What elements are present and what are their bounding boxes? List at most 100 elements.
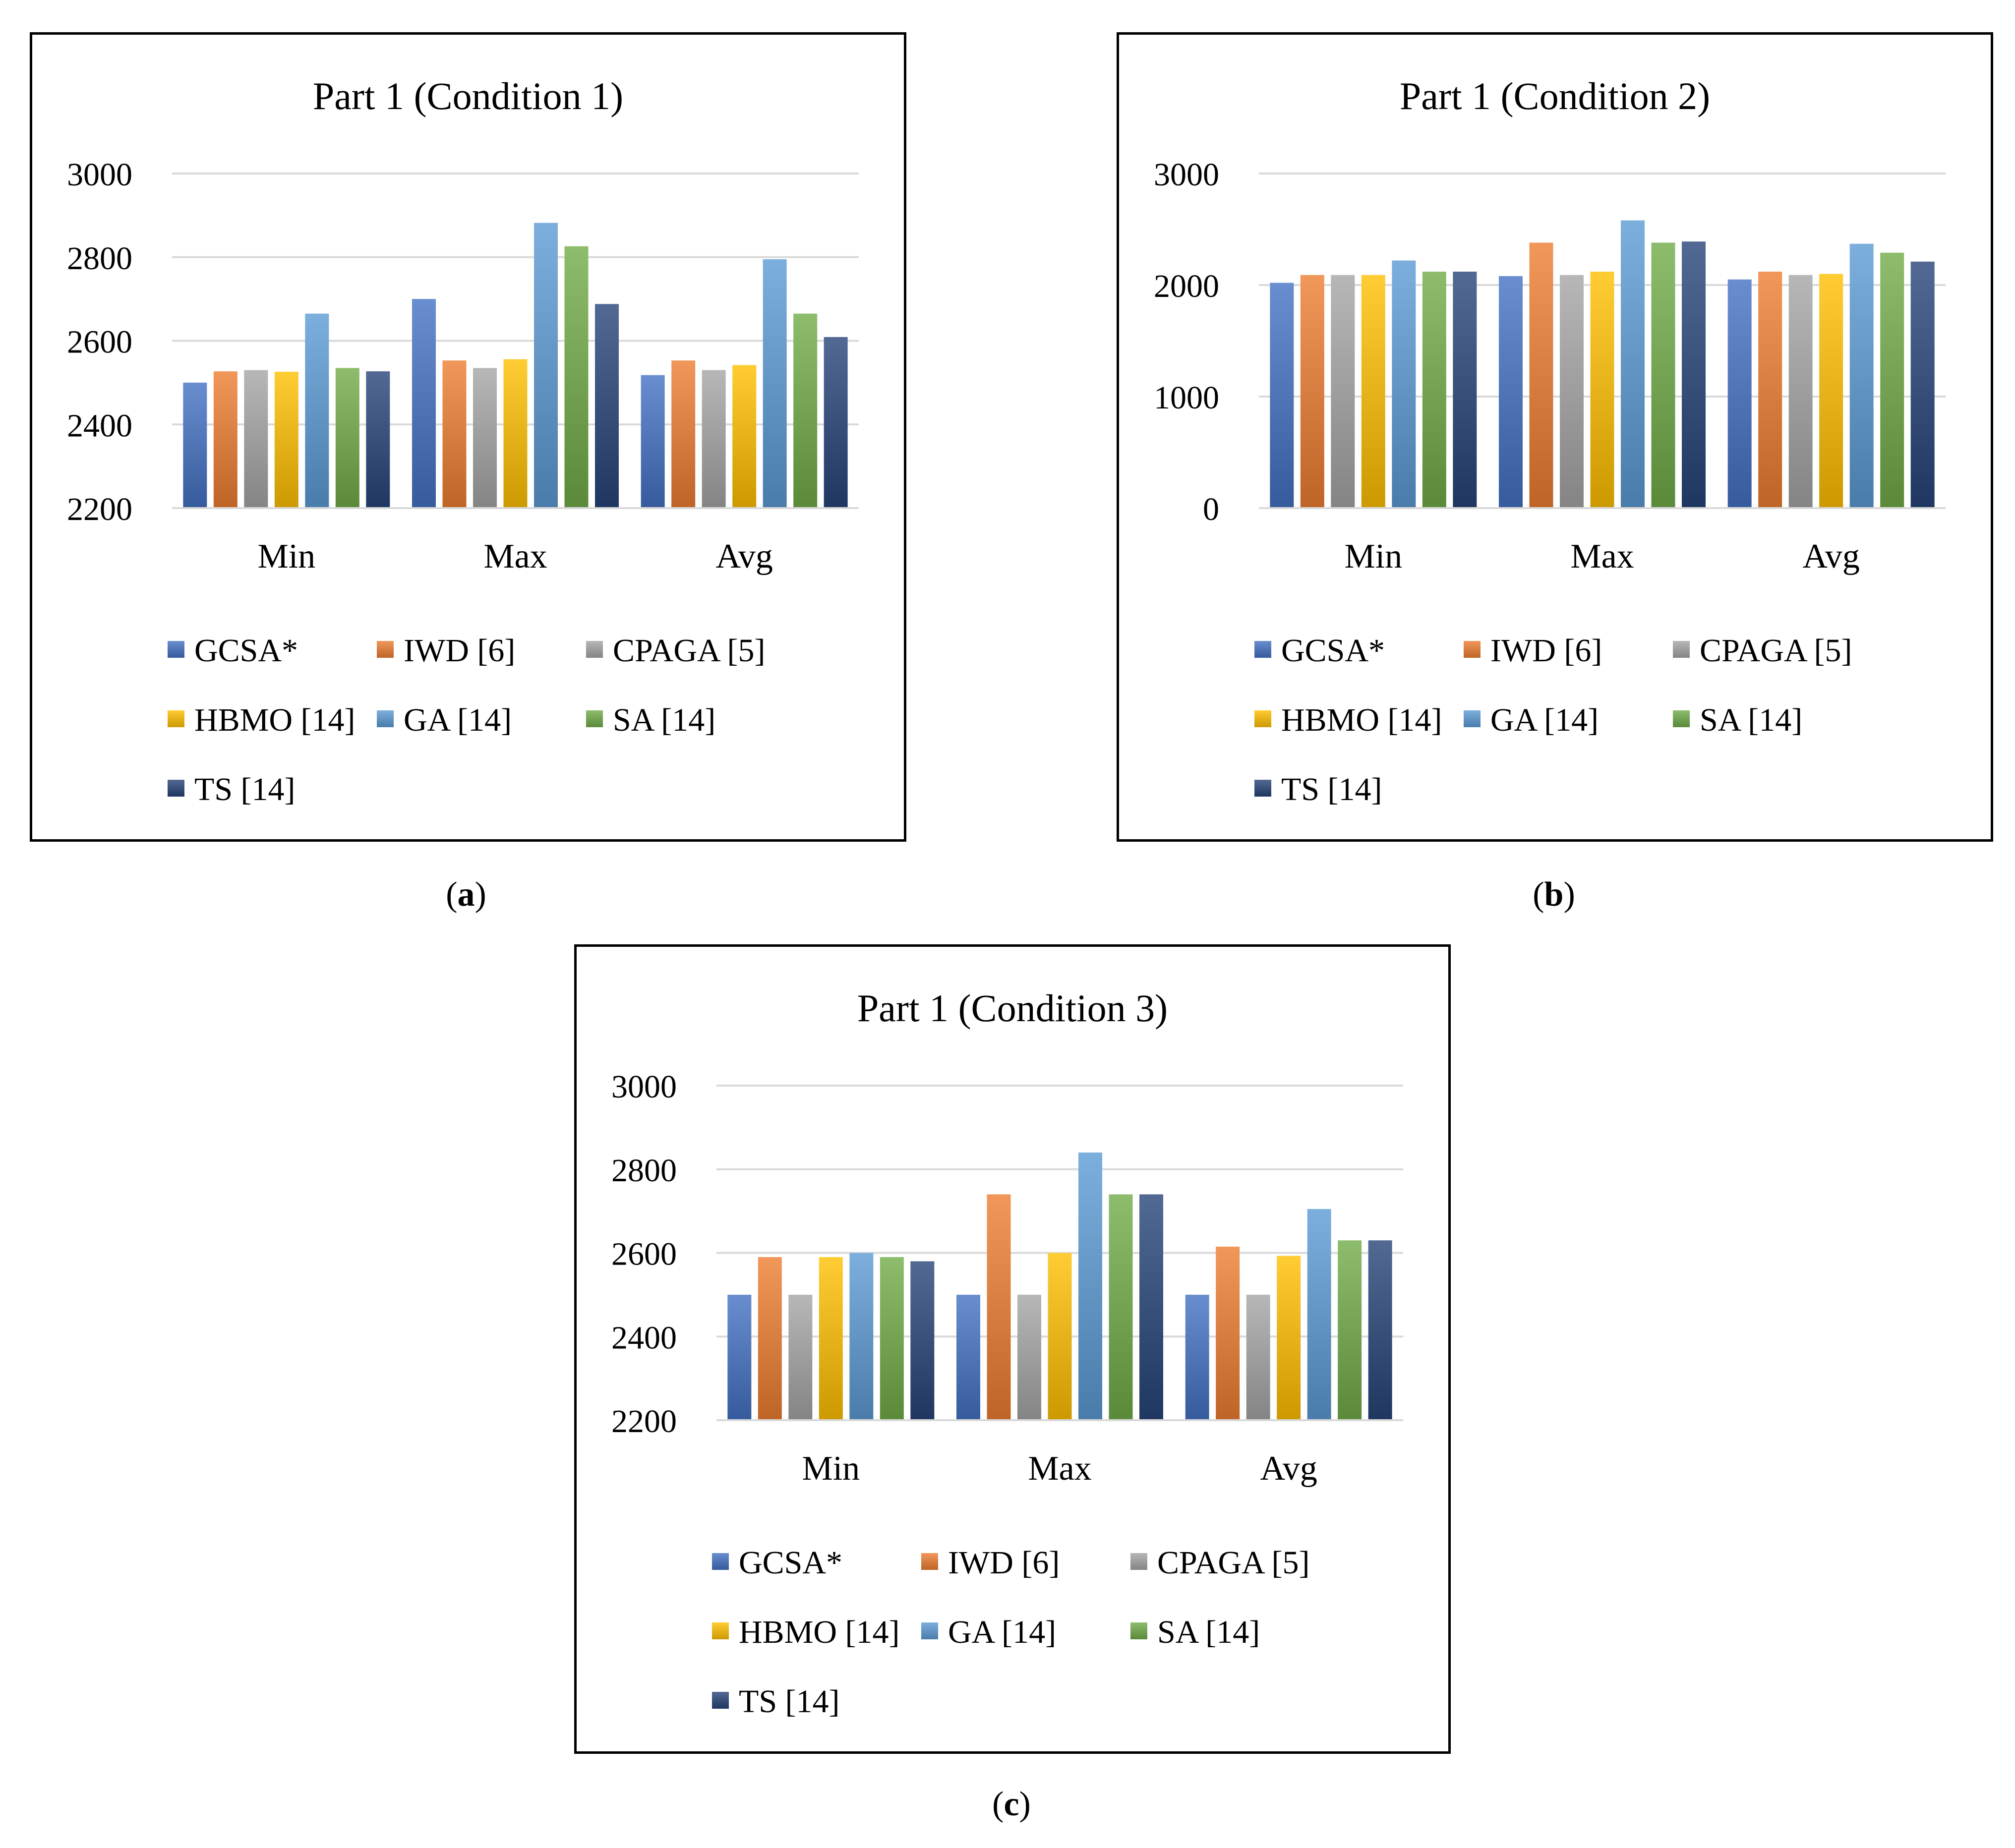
- legend-label-ts-14: TS [14]: [194, 771, 295, 808]
- bar-avg-gcsa: [641, 375, 665, 508]
- bar-min-sa-14: [1422, 272, 1446, 508]
- bar-avg-ga-14: [763, 259, 787, 508]
- bar-max-ga-14: [1078, 1153, 1102, 1420]
- bar-min-cpaga-5: [244, 370, 268, 508]
- x-category-label: Max: [483, 537, 547, 576]
- legend-swatch-hbmo-14: [168, 710, 184, 727]
- bar-max-gcsa: [1499, 276, 1523, 508]
- bar-min-sa-14: [335, 368, 359, 508]
- bar-avg-hbmo-14: [1819, 274, 1843, 508]
- legend-swatch-cpaga-5: [586, 641, 603, 658]
- bar-avg-sa-14: [793, 313, 818, 508]
- legend-label-iwd-6: IWD [6]: [1490, 633, 1602, 669]
- bar-max-sa-14: [1651, 242, 1675, 508]
- chart-panel-condition-1: Part 1 (Condition 1) 2200 2400 2600 2800 3000…: [30, 32, 906, 842]
- bar-min-sa-14: [880, 1257, 904, 1420]
- bar-min-ga-14: [1392, 260, 1416, 508]
- legend-swatch-sa-14: [1673, 710, 1690, 727]
- legend-swatch-ga-14: [377, 710, 394, 727]
- y-tick-label: 2400: [611, 1320, 677, 1356]
- caption-b: (b): [1533, 875, 1575, 914]
- bar-avg-ts-14: [1368, 1240, 1392, 1420]
- bar-avg-gcsa: [1727, 279, 1752, 508]
- x-category-label: Avg: [715, 537, 772, 576]
- y-tick-label: 3000: [1154, 157, 1219, 193]
- legend-label-iwd-6: IWD [6]: [404, 633, 515, 669]
- bar-min-iwd-6: [213, 371, 237, 508]
- bar-avg-gcsa: [1185, 1294, 1209, 1420]
- bar-max-ts-14: [1139, 1194, 1163, 1420]
- legend-label-ga-14: GA [14]: [948, 1614, 1056, 1650]
- chart-condition-3: Part 1 (Condition 3) 2200 2400 2600 2800 3000…: [611, 986, 1403, 1720]
- legend-swatch-iwd-6: [377, 641, 394, 658]
- legend-swatch-gcsa: [1254, 641, 1271, 658]
- x-category-label: Max: [1028, 1449, 1091, 1488]
- bar-max-hbmo-14: [1048, 1253, 1072, 1420]
- x-category-label: Avg: [1802, 537, 1859, 576]
- bar-max-hbmo-14: [503, 359, 528, 508]
- bar-max-ga-14: [1621, 220, 1645, 508]
- bar-min-hbmo-14: [274, 371, 298, 508]
- legend-swatch-hbmo-14: [712, 1622, 729, 1639]
- caption-a-letter: a: [457, 875, 475, 914]
- bar-min-ts-14: [366, 371, 390, 508]
- bar-max-ga-14: [534, 223, 558, 508]
- bar-avg-ga-14: [1307, 1209, 1331, 1420]
- x-category-label: Max: [1570, 537, 1634, 576]
- bar-max-gcsa: [956, 1294, 980, 1420]
- legend-swatch-ga-14: [921, 1622, 938, 1639]
- chart-condition-2: Part 1 (Condition 2) 0 1000 2000 3000 Min Max A…: [1154, 74, 1946, 808]
- legend-label-hbmo-14: HBMO [14]: [739, 1614, 900, 1650]
- legend-swatch-ts-14: [168, 780, 184, 797]
- bar-max-iwd-6: [987, 1194, 1011, 1420]
- bar-max-ts-14: [1682, 241, 1706, 508]
- bar-max-cpaga-5: [1017, 1294, 1041, 1420]
- bar-min-gcsa: [1270, 283, 1294, 508]
- legend-swatch-iwd-6: [921, 1553, 938, 1570]
- bar-min-iwd-6: [758, 1257, 782, 1420]
- bar-max-gcsa: [412, 299, 436, 508]
- legend-label-sa-14: SA [14]: [1700, 702, 1802, 738]
- bar-avg-sa-14: [1338, 1240, 1362, 1420]
- legend-label-gcsa: GCSA*: [1281, 633, 1385, 669]
- legend-label-hbmo-14: HBMO [14]: [194, 702, 356, 738]
- x-category-label: Min: [257, 537, 315, 576]
- bar-min-cpaga-5: [788, 1294, 813, 1420]
- bar-min-ts-14: [910, 1261, 935, 1420]
- y-tick-label: 2600: [67, 324, 132, 360]
- bar-avg-iwd-6: [1216, 1246, 1240, 1420]
- legend-label-cpaga-5: CPAGA [5]: [613, 633, 765, 669]
- bar-min-gcsa: [183, 382, 207, 508]
- bar-min-ga-14: [305, 313, 329, 508]
- y-tick-label: 2600: [611, 1236, 677, 1272]
- bar-max-sa-14: [1109, 1194, 1133, 1420]
- y-tick-label: 2200: [611, 1403, 677, 1440]
- legend-swatch-sa-14: [1130, 1622, 1147, 1639]
- legend-swatch-cpaga-5: [1130, 1553, 1147, 1570]
- bar-avg-hbmo-14: [732, 365, 757, 508]
- bar-avg-cpaga-5: [1788, 275, 1813, 508]
- bar-max-iwd-6: [442, 360, 467, 508]
- chart-panel-condition-3: Part 1 (Condition 3) 2200 2400 2600 2800 3000…: [574, 944, 1451, 1754]
- bar-max-cpaga-5: [1560, 275, 1584, 508]
- legend-label-ga-14: GA [14]: [404, 702, 512, 738]
- chart-title: Part 1 (Condition 3): [857, 986, 1168, 1030]
- y-tick-label: 3000: [611, 1069, 677, 1105]
- bar-max-sa-14: [564, 246, 589, 508]
- bar-avg-ga-14: [1849, 243, 1874, 508]
- bar-min-hbmo-14: [1361, 275, 1385, 508]
- bar-avg-cpaga-5: [702, 370, 726, 508]
- legend-label-gcsa: GCSA*: [739, 1545, 842, 1581]
- chart-title: Part 1 (Condition 2): [1400, 74, 1710, 117]
- x-category-label: Min: [802, 1449, 860, 1488]
- bar-max-cpaga-5: [473, 368, 497, 508]
- y-tick-label: 2800: [67, 240, 132, 277]
- bar-min-hbmo-14: [819, 1257, 843, 1420]
- caption-a: (a): [446, 875, 486, 914]
- chart-condition-1: Part 1 (Condition 1) 2200 2400 2600 2800 3000…: [67, 74, 859, 808]
- legend-label-cpaga-5: CPAGA [5]: [1700, 633, 1852, 669]
- legend-swatch-iwd-6: [1464, 641, 1481, 658]
- legend-swatch-ga-14: [1464, 710, 1481, 727]
- bar-min-ts-14: [1453, 272, 1477, 508]
- bar-min-gcsa: [727, 1294, 752, 1420]
